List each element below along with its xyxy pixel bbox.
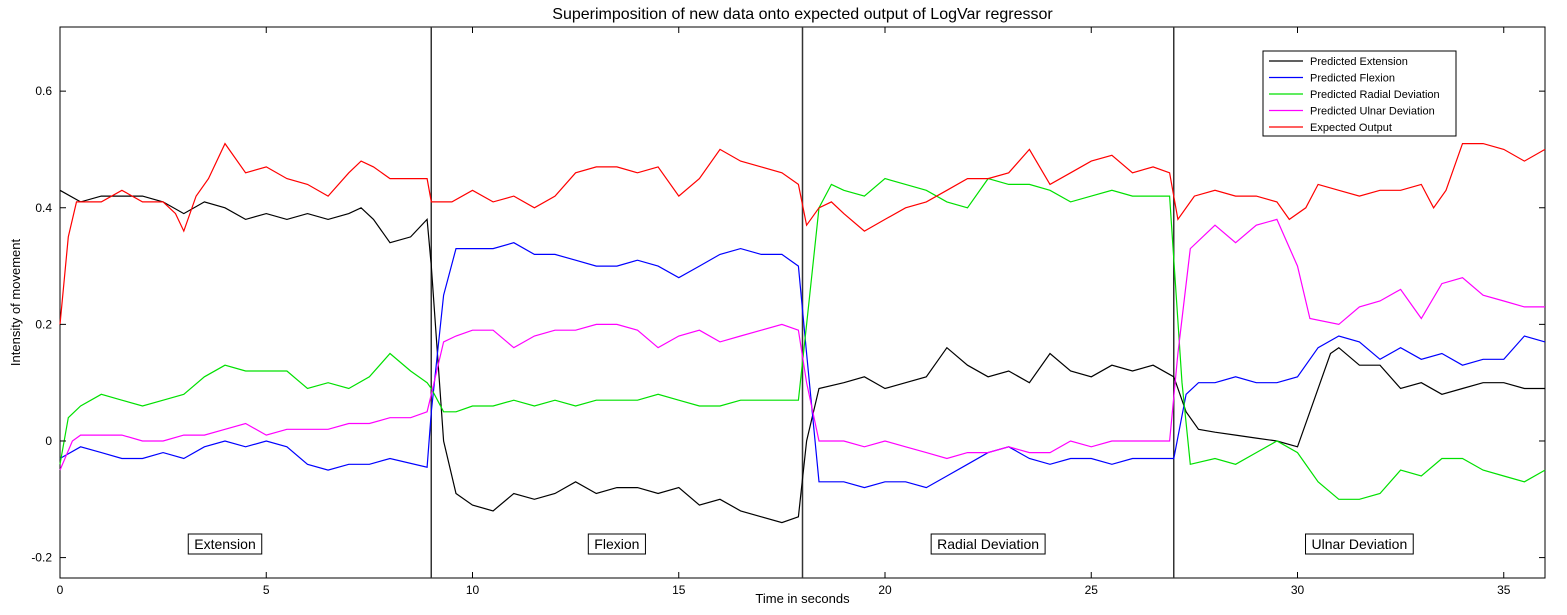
y-tick-label: 0.4 xyxy=(35,201,52,215)
legend-label: Predicted Extension xyxy=(1310,56,1408,68)
x-tick-label: 20 xyxy=(878,583,892,597)
x-tick-label: 10 xyxy=(466,583,480,597)
region-labels: Extension Flexion Radial Deviation Ulnar De… xyxy=(187,533,1414,555)
legend-label: Predicted Radial Deviation xyxy=(1310,89,1440,101)
region-text: Flexion xyxy=(594,536,639,552)
y-tick-label: -0.2 xyxy=(31,551,52,565)
legend-label: Predicted Flexion xyxy=(1310,73,1395,85)
x-axis-label: Time in seconds xyxy=(755,591,850,606)
region-label: Radial Deviation xyxy=(930,533,1046,555)
x-tick-label: 5 xyxy=(263,583,270,597)
legend: Predicted Extension Predicted Flexion Pred… xyxy=(1262,50,1457,137)
legend-item: Predicted Ulnar Deviation xyxy=(1269,106,1435,118)
x-tick-label: 35 xyxy=(1497,583,1511,597)
region-label: Extension xyxy=(187,533,263,555)
y-tick-label: 0.6 xyxy=(35,84,52,98)
legend-item: Predicted Extension xyxy=(1269,56,1408,68)
x-tick-label: 15 xyxy=(672,583,686,597)
series-line xyxy=(59,218,1545,471)
region-label: Flexion xyxy=(587,533,646,555)
x-tick-label: 0 xyxy=(57,583,64,597)
series-line xyxy=(59,189,1545,524)
legend-item: Predicted Flexion xyxy=(1269,73,1395,85)
region-text: Extension xyxy=(194,536,255,552)
region-box xyxy=(930,533,1046,555)
y-axis-ticks: -0.2 0 0.2 0.4 0.6 xyxy=(31,84,1545,565)
series-line xyxy=(59,142,1546,325)
region-box xyxy=(587,533,646,555)
region-box xyxy=(187,533,263,555)
legend-label: Predicted Ulnar Deviation xyxy=(1310,106,1435,118)
chart-title: Superimposition of new data onto expecte… xyxy=(552,6,1053,23)
x-tick-label: 25 xyxy=(1085,583,1099,597)
region-text: Radial Deviation xyxy=(937,536,1039,552)
y-tick-label: 0 xyxy=(45,434,52,448)
legend-item: Expected Output xyxy=(1269,122,1392,134)
x-tick-label: 30 xyxy=(1291,583,1305,597)
y-axis-label: Intensity of movement xyxy=(8,239,23,367)
region-label: Ulnar Deviation xyxy=(1305,533,1414,555)
legend-label: Expected Output xyxy=(1310,122,1392,134)
series-line xyxy=(59,242,1546,489)
series-line xyxy=(59,177,1546,500)
region-text: Ulnar Deviation xyxy=(1312,536,1408,552)
y-tick-label: 0.2 xyxy=(35,317,52,331)
boundary-markers xyxy=(430,27,1175,578)
legend-item: Predicted Radial Deviation xyxy=(1269,89,1440,101)
x-axis-ticks: 0 5 10 15 20 25 30 35 xyxy=(57,27,1511,597)
series-group xyxy=(59,142,1546,524)
region-box xyxy=(1305,533,1414,555)
